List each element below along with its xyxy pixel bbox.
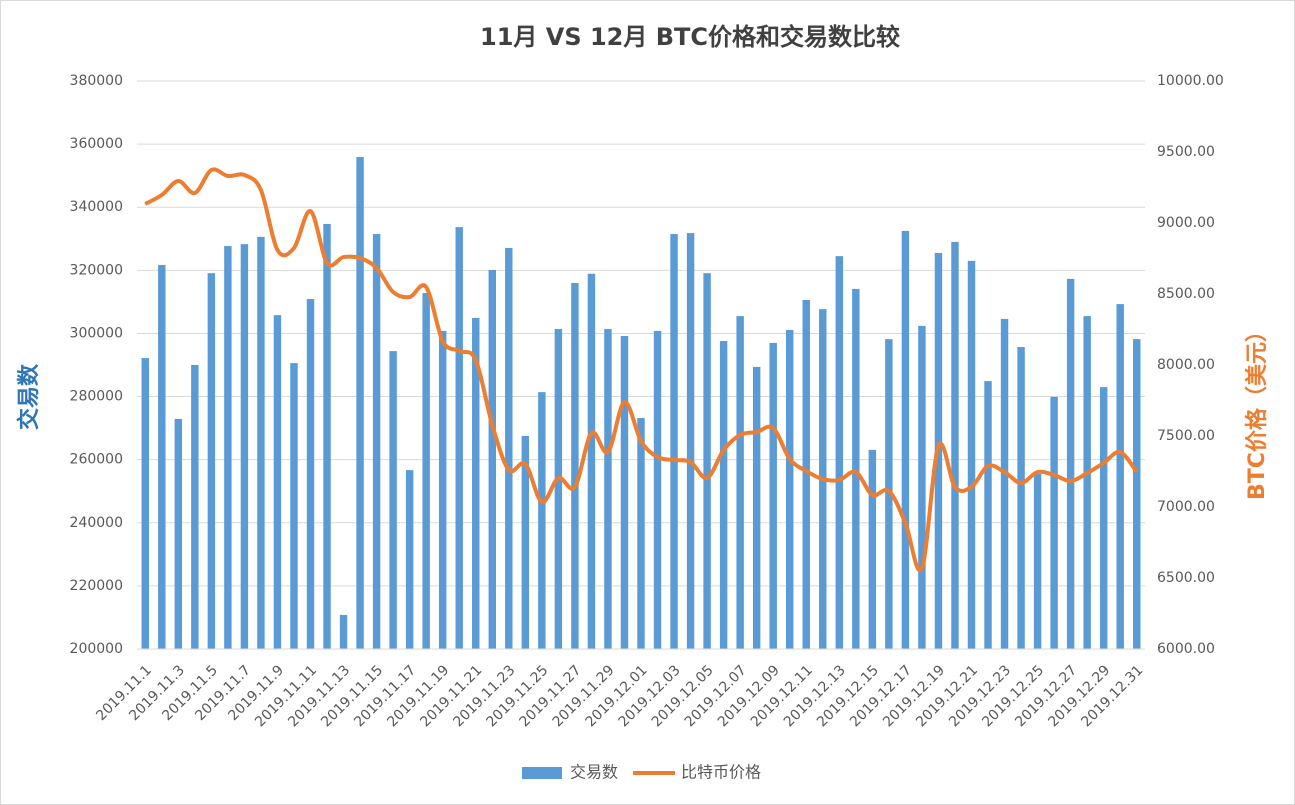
bar [141, 358, 149, 649]
legend-swatch [522, 767, 562, 779]
y2-tick-label: 7000.00 [1157, 499, 1215, 515]
y-tick-label: 200000 [70, 641, 123, 657]
bar [1033, 473, 1042, 649]
y-tick-label: 360000 [70, 136, 123, 152]
bar [719, 341, 728, 649]
y2-tick-label: 6000.00 [1157, 641, 1215, 657]
y-tick-label: 320000 [70, 262, 123, 278]
bar [158, 264, 166, 649]
bar [273, 315, 282, 649]
y-tick-label: 280000 [70, 389, 123, 405]
bar [703, 273, 711, 649]
y2-tick-label: 9000.00 [1157, 215, 1215, 231]
bar [306, 299, 315, 649]
y2-axis-label: BTC价格（美元） [1244, 320, 1270, 500]
bar [802, 299, 810, 649]
bar [1099, 387, 1108, 649]
y2-tick-label: 7500.00 [1157, 428, 1215, 444]
bar [290, 363, 298, 649]
bar [1133, 339, 1141, 649]
bar [438, 330, 447, 649]
bar [372, 234, 381, 650]
bar [538, 392, 546, 649]
bar [1083, 316, 1091, 649]
y-tick-label: 240000 [70, 515, 123, 531]
bar [554, 329, 563, 649]
bar [852, 288, 860, 649]
bar [885, 339, 893, 649]
bar [868, 449, 877, 649]
bar [1017, 347, 1025, 649]
bar [422, 293, 430, 649]
bar [405, 470, 414, 649]
bar [257, 236, 265, 649]
y2-tick-label: 8500.00 [1157, 286, 1215, 302]
legend-label: 交易数 [570, 763, 618, 782]
bar [604, 329, 612, 649]
y-tick-label: 340000 [70, 199, 123, 215]
bar [918, 325, 926, 649]
bar [389, 351, 397, 649]
bar [587, 273, 596, 649]
y2-tick-label: 9500.00 [1157, 144, 1215, 160]
bar [521, 436, 530, 649]
chart-title: 11月 VS 12月 BTC价格和交易数比较 [480, 23, 900, 51]
bar [323, 223, 331, 650]
y-tick-label: 380000 [70, 73, 123, 89]
bar [240, 244, 249, 650]
y-tick-label: 300000 [70, 325, 123, 341]
y-tick-label: 220000 [70, 578, 123, 594]
y-axis-label: 交易数 [16, 363, 42, 430]
price-line [144, 167, 1139, 573]
bar [488, 270, 496, 649]
bar [984, 381, 992, 649]
bar [191, 365, 199, 649]
bar [835, 256, 844, 649]
y2-tick-label: 6500.00 [1157, 570, 1215, 586]
bar [967, 260, 976, 649]
bar [951, 241, 959, 649]
legend-label: 比特币价格 [681, 763, 761, 782]
bar [1050, 396, 1058, 649]
bar [472, 317, 480, 649]
bar [174, 418, 183, 649]
bar [224, 246, 232, 649]
y2-tick-label: 8000.00 [1157, 357, 1215, 373]
y-tick-label: 260000 [70, 452, 123, 468]
bar [455, 227, 463, 649]
bar [571, 282, 579, 649]
bar [786, 329, 794, 649]
bar [901, 230, 910, 649]
bar [505, 247, 513, 649]
bar [1116, 304, 1124, 649]
bar [1066, 278, 1075, 649]
bar [736, 316, 744, 649]
bar [653, 330, 662, 649]
bar [752, 366, 761, 649]
bar [620, 335, 629, 649]
bar [356, 157, 364, 649]
bar [686, 233, 695, 649]
bar [670, 234, 678, 650]
bar [207, 273, 216, 649]
y2-tick-label: 10000.00 [1157, 73, 1224, 89]
bar [769, 342, 777, 649]
bar [339, 614, 348, 649]
bar [637, 418, 645, 649]
bar [1000, 318, 1009, 649]
